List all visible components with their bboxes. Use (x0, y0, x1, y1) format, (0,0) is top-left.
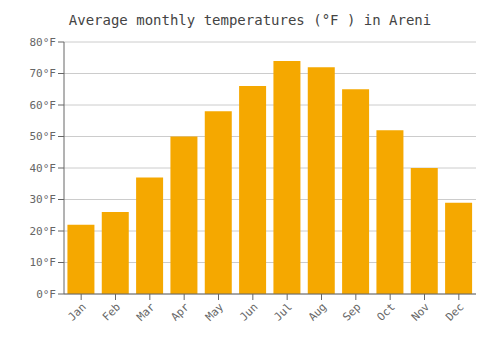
svg-text:30°F: 30°F (30, 193, 57, 206)
svg-text:Oct: Oct (375, 300, 398, 323)
svg-text:20°F: 20°F (30, 225, 57, 238)
svg-text:60°F: 60°F (30, 99, 57, 112)
svg-text:80°F: 80°F (30, 36, 57, 49)
svg-text:Nov: Nov (409, 300, 433, 324)
svg-text:Jul: Jul (272, 300, 295, 323)
svg-text:Dec: Dec (443, 300, 466, 323)
svg-text:Feb: Feb (100, 300, 123, 323)
svg-text:50°F: 50°F (30, 130, 57, 143)
svg-text:Aug: Aug (306, 300, 329, 323)
svg-text:Mar: Mar (134, 300, 158, 324)
svg-text:Apr: Apr (169, 300, 193, 324)
svg-text:Jan: Jan (66, 300, 89, 323)
svg-text:Jun: Jun (237, 300, 260, 323)
html-text:Average monthly temperatures (: Average monthly temperatures (°F ) in Ar… (68, 12, 432, 28)
svg-text:40°F: 40°F (30, 162, 57, 175)
svg-text:10°F: 10°F (30, 256, 57, 269)
svg-text:May: May (203, 300, 227, 324)
svg-text:Sep: Sep (340, 300, 363, 323)
svg-text:0°F: 0°F (36, 288, 56, 301)
svg-text:70°F: 70°F (30, 67, 57, 80)
